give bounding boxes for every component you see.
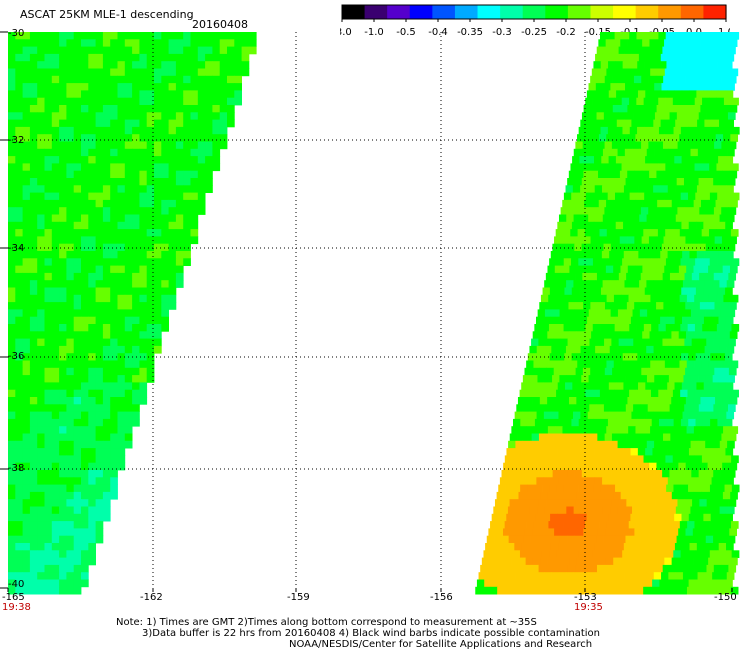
colorbar-swatch [590,5,614,19]
colorbar-swatch [342,5,366,19]
colorbar-swatch [387,5,411,19]
colorbar-swatch [703,5,727,19]
lon-label-150: -150 [714,592,737,603]
time-right: 19:35 [574,602,603,613]
colorbar-swatch [454,5,479,19]
lon-label-156: -156 [430,592,453,603]
lon-label-159: -159 [287,592,310,603]
colorbar-labels: -3.0-1.0-0.5-0.4-0.35-0.3-0.25-0.2-0.15-… [340,19,730,38]
colorbar-swatch [680,5,705,19]
colorbar-tick-label: -0.1 [620,27,640,38]
colorbar-swatch [409,5,433,19]
colorbar: -3.0-1.0-0.5-0.4-0.35-0.3-0.25-0.2-0.15-… [340,4,730,38]
colorbar-tick-label: -1.0 [364,27,384,38]
colorbar-tick-label: -0.4 [428,27,448,38]
colorbar-tick-label: -0.3 [492,27,512,38]
colorbar-swatches [341,4,727,20]
colorbar-swatch [613,5,637,19]
note-line-3: NOAA/NESDIS/Center for Satellite Applica… [289,639,593,650]
lat-label-36: -36 [8,351,25,362]
map-title: ASCAT 25KM MLE-1 descending [20,8,194,21]
lat-label-30: -30 [8,28,25,39]
colorbar-swatch [522,5,546,19]
colorbar-swatch [364,5,388,19]
colorbar-swatch [658,5,682,19]
swath-right [475,32,740,595]
colorbar-tick-label: -0.35 [457,27,483,38]
map-date: 20160408 [192,18,248,31]
colorbar-tick-label: 1.0 [718,27,730,38]
colorbar-tick-label: -0.15 [585,27,611,38]
swath-left [8,32,257,595]
lat-label-38: -38 [8,463,25,474]
colorbar-swatch [500,5,524,19]
gridlines [0,31,733,592]
note-line-2: 3)Data buffer is 22 hrs from 20160408 4)… [142,628,600,639]
lat-label-34: -34 [8,243,25,254]
colorbar-swatch [432,5,456,19]
colorbar-swatch [545,5,569,19]
lat-label-32: -32 [8,135,25,146]
colorbar-swatch [567,5,592,19]
lat-label-40: -40 [8,579,25,590]
colorbar-tick-label: -0.5 [396,27,416,38]
colorbar-tick-label: 0.0 [686,27,702,38]
lon-label-153: -153 [574,592,597,603]
lon-label-162: -162 [140,592,163,603]
colorbar-tick-label: -0.2 [556,27,576,38]
colorbar-swatch [635,5,659,19]
colorbar-tick-label: -3.0 [340,27,352,38]
colorbar-swatch [477,5,501,19]
time-left: 19:38 [2,602,31,613]
colorbar-tick-label: -0.05 [649,27,675,38]
note-line-1: Note: 1) Times are GMT 2)Times along bot… [116,617,537,628]
colorbar-tick-label: -0.25 [521,27,547,38]
lon-label-165: -165 [2,592,25,603]
